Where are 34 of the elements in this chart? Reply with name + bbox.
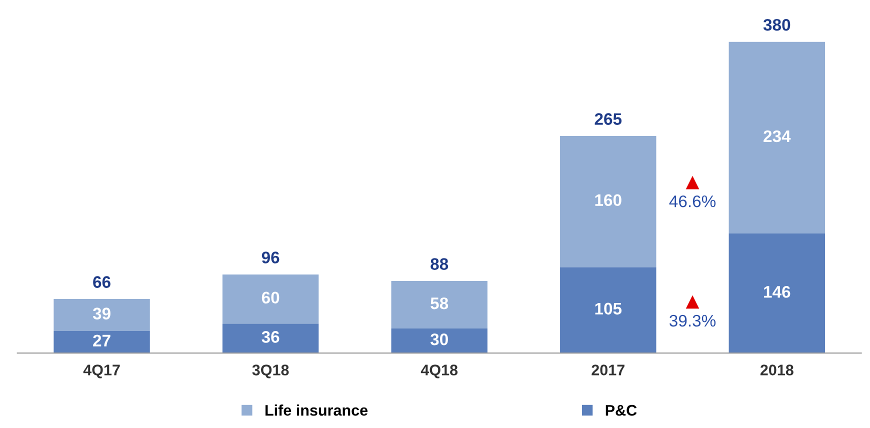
data-label: 146	[764, 286, 790, 298]
total-label: 380	[763, 18, 790, 31]
annotation: 46.6%	[669, 195, 716, 208]
data-label: 160	[595, 194, 622, 206]
bar	[391, 328, 488, 354]
bar	[391, 281, 488, 329]
bar	[560, 267, 656, 354]
total-label: 66	[93, 276, 110, 288]
bar	[728, 42, 826, 234]
annotation: 39.3%	[670, 314, 716, 327]
data-label: 30	[430, 333, 448, 346]
data-label: 234	[764, 130, 791, 142]
x-tick-label: 3Q18	[252, 364, 289, 378]
legend-label: P&C	[606, 404, 637, 416]
bar	[54, 330, 150, 354]
bar	[222, 324, 319, 354]
x-tick-label: 2018	[760, 364, 794, 376]
total-label: 265	[594, 113, 622, 125]
x-tick-label: 2017	[592, 364, 624, 376]
data-label: 60	[262, 292, 280, 304]
data-label: 39	[92, 308, 110, 320]
total-label: 96	[262, 252, 280, 264]
x-tick-label: 4Q18	[420, 364, 458, 378]
data-label: 58	[430, 297, 448, 310]
x-tick-label: 4Q17	[83, 364, 120, 378]
bar	[54, 299, 150, 331]
bar	[560, 136, 656, 268]
total-label: 88	[430, 258, 448, 270]
bar	[222, 274, 319, 324]
data-label: 27	[93, 334, 110, 346]
legend-label: Life insurance	[266, 404, 368, 416]
data-label: 36	[262, 331, 280, 343]
bar	[728, 234, 826, 354]
data-label: 105	[595, 302, 622, 315]
